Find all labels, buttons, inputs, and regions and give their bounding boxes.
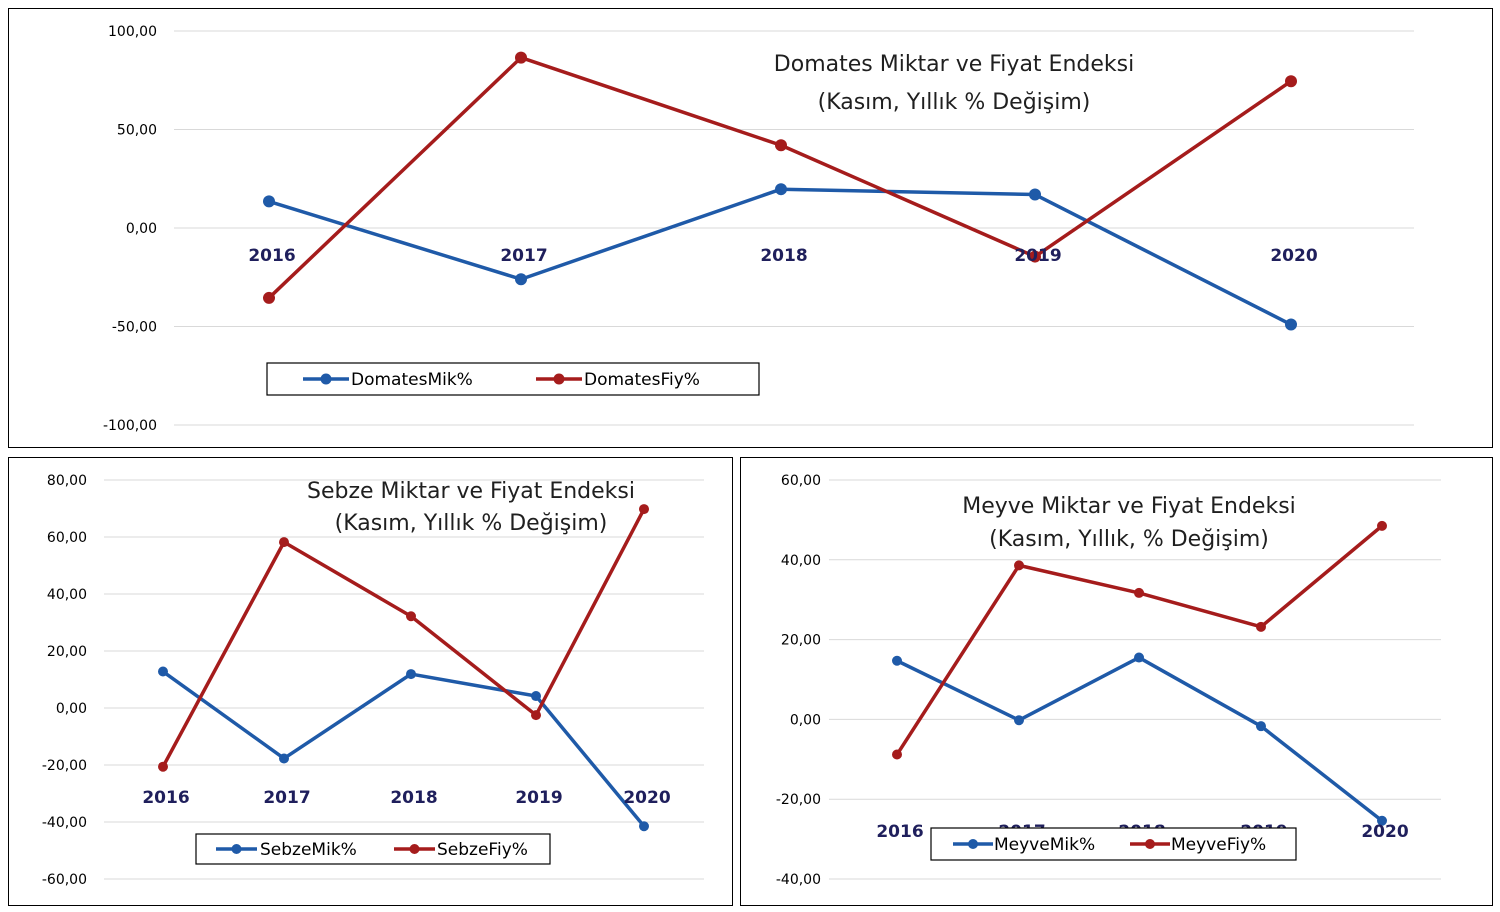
- data-point-miktar: [775, 183, 787, 196]
- x-category-label: 2018: [760, 246, 807, 266]
- y-tick-label: 0,00: [126, 221, 157, 237]
- x-category-label: 2016: [876, 822, 923, 842]
- x-category-label: 2019: [515, 788, 562, 808]
- data-point-miktar: [1029, 188, 1041, 201]
- legend: DomatesMik% DomatesFiy%: [266, 362, 760, 396]
- chart-panel-domates: 100,00 50,00 0,00 -50,00 -100,00 2016 2017 201…: [8, 8, 1493, 448]
- data-point-fiyat: [1256, 621, 1266, 632]
- chart-subtitle: (Kasım, Yıllık % Değişim): [818, 90, 1091, 115]
- legend-label-fiyat: MeyveFiy%: [1171, 835, 1266, 855]
- data-point-miktar: [892, 655, 902, 666]
- x-category-label: 2020: [1361, 822, 1408, 842]
- data-point-miktar: [406, 669, 416, 680]
- y-tick-label: -40,00: [42, 815, 87, 831]
- data-point-fiyat: [158, 761, 168, 772]
- y-tick-label: -40,00: [776, 872, 821, 888]
- data-point-fiyat: [892, 749, 902, 760]
- legend-label-miktar: DomatesMik%: [351, 370, 473, 390]
- y-tick-label: 60,00: [47, 530, 87, 546]
- chart-domates: 100,00 50,00 0,00 -50,00 -100,00 2016 2017 201…: [103, 24, 1414, 434]
- x-category-label: 2017: [263, 788, 310, 808]
- x-category-label: 2017: [500, 246, 547, 266]
- y-tick-label: -20,00: [776, 792, 821, 808]
- legend: MeyveMik% MeyveFiy%: [930, 827, 1297, 861]
- data-point-miktar: [1256, 721, 1266, 732]
- legend-label-fiyat: SebzeFiy%: [437, 840, 528, 860]
- data-point-miktar: [263, 195, 275, 208]
- data-point-fiyat: [1134, 587, 1144, 598]
- data-point-fiyat: [531, 710, 541, 721]
- y-tick-label: 100,00: [108, 24, 157, 40]
- y-tick-label: -50,00: [112, 320, 157, 336]
- y-tick-label: 40,00: [47, 587, 87, 603]
- y-tick-label: 60,00: [781, 473, 821, 489]
- series-line-fiyat: [161, 508, 646, 768]
- legend-marker-miktar: [231, 844, 242, 854]
- y-tick-label: -20,00: [42, 758, 87, 774]
- chart-subtitle: (Kasım, Yıllık % Değişim): [335, 511, 608, 536]
- y-tick-label: 80,00: [47, 473, 87, 489]
- data-point-fiyat: [639, 504, 649, 515]
- x-category-label: 2018: [390, 788, 437, 808]
- legend-label-miktar: SebzeMik%: [260, 840, 357, 860]
- legend-marker-fiyat: [553, 373, 565, 385]
- legend-marker-fiyat: [1145, 839, 1155, 849]
- data-point-miktar: [531, 691, 541, 702]
- y-tick-label: 50,00: [117, 123, 157, 139]
- data-point-miktar: [279, 753, 289, 764]
- data-point-fiyat: [1014, 560, 1024, 571]
- chart-sebze: 80,00 60,00 40,00 20,00 0,00 -20,00 -40,00 -60,…: [42, 473, 704, 888]
- x-category-label: 2020: [1270, 246, 1317, 266]
- data-point-fiyat: [775, 139, 787, 152]
- legend-label-fiyat: DomatesFiy%: [584, 370, 700, 390]
- chart-title: Meyve Miktar ve Fiyat Endeksi: [962, 494, 1296, 519]
- data-point-miktar: [515, 273, 527, 286]
- chart-subtitle: (Kasım, Yıllık, % Değişim): [989, 527, 1269, 552]
- y-tick-label: 0,00: [790, 712, 821, 728]
- y-tick-label: -100,00: [103, 418, 157, 434]
- data-point-miktar: [1285, 318, 1297, 331]
- series-line-miktar: [896, 655, 1384, 823]
- data-point-fiyat: [1029, 250, 1041, 263]
- data-point-fiyat: [263, 291, 275, 304]
- y-tick-label: 40,00: [781, 553, 821, 569]
- data-point-miktar: [158, 666, 168, 677]
- data-point-fiyat: [1377, 520, 1387, 531]
- x-category-label: 2020: [623, 788, 670, 808]
- data-point-miktar: [1134, 652, 1144, 663]
- legend-marker-miktar: [320, 373, 332, 385]
- data-point-fiyat: [279, 537, 289, 548]
- data-point-miktar: [1014, 715, 1024, 726]
- x-category-label: 2019: [1014, 246, 1061, 266]
- data-point-miktar: [639, 821, 649, 832]
- y-tick-label: 0,00: [56, 701, 87, 717]
- data-point-fiyat: [406, 611, 416, 622]
- legend-marker-fiyat: [409, 844, 420, 854]
- chart-panel-sebze: 80,00 60,00 40,00 20,00 0,00 -20,00 -40,00 -60,…: [8, 457, 733, 906]
- legend-label-miktar: MeyveMik%: [994, 835, 1095, 855]
- chart-title: Sebze Miktar ve Fiyat Endeksi: [307, 479, 635, 504]
- legend-marker-miktar: [968, 839, 978, 849]
- y-tick-label: 20,00: [47, 644, 87, 660]
- data-point-miktar: [1377, 815, 1387, 826]
- data-point-fiyat: [515, 51, 527, 64]
- x-category-label: 2016: [248, 246, 295, 266]
- y-tick-label: -60,00: [42, 872, 87, 888]
- x-category-label: 2016: [142, 788, 189, 808]
- data-point-fiyat: [1285, 75, 1297, 88]
- chart-title: Domates Miktar ve Fiyat Endeksi: [774, 52, 1134, 77]
- legend: SebzeMik% SebzeFiy%: [195, 833, 551, 865]
- y-tick-label: 20,00: [781, 633, 821, 649]
